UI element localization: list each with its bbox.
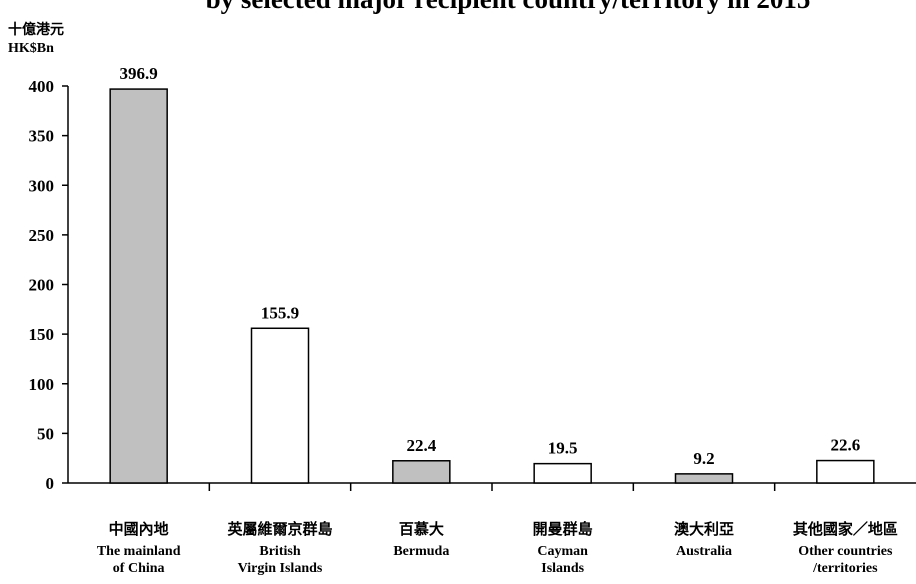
y-tick-label: 50 [37, 424, 54, 443]
y-tick-label: 250 [29, 226, 55, 245]
category-label-zh: 開曼群島 [533, 520, 593, 538]
data-label: 22.6 [830, 436, 860, 455]
y-tick-label: 350 [29, 127, 55, 146]
bars [109, 88, 875, 484]
bar [250, 327, 310, 484]
bar [674, 473, 734, 484]
chart-title: by selected major recipient country/terr… [206, 0, 811, 14]
bar [392, 460, 451, 484]
category-label-en: Bermuda [393, 544, 449, 559]
y-tick-label: 200 [29, 276, 55, 295]
category-label-zh: 百慕大 [399, 520, 444, 538]
category-label-en: Other countries [798, 544, 893, 559]
category-label-en: Islands [541, 561, 584, 576]
category-label-en: British [259, 544, 300, 559]
y-tick-label: 400 [29, 77, 55, 96]
y-tick-label: 300 [29, 176, 55, 195]
category-label-en: Australia [676, 544, 732, 559]
category-label-zh: 英屬維爾京群島 [227, 520, 332, 538]
data-label: 22.4 [406, 436, 436, 455]
category-label-en: Cayman [537, 544, 588, 559]
category-label-zh: 其他國家／地區 [793, 520, 898, 538]
category-label-en: The mainland [97, 544, 181, 559]
data-label: 396.9 [120, 64, 158, 83]
category-label-zh: 澳大利亞 [674, 520, 734, 538]
category-label-en: of China [113, 561, 165, 576]
category-label-en: /territories [812, 561, 878, 576]
bar [109, 88, 168, 484]
category-labels: 中國內地 The mainland of China 英屬維爾京群島 British Vi… [97, 520, 898, 576]
y-tick-label: 100 [29, 375, 55, 394]
data-label: 9.2 [693, 449, 714, 468]
category-label-zh: 中國內地 [109, 520, 169, 538]
y-tick-label: 0 [46, 474, 55, 493]
y-axis-ticks: 0 50 100 150 200 250 300 350 400 [29, 77, 776, 493]
unit-label-en: HK$Bn [8, 41, 54, 56]
bar [533, 462, 592, 484]
data-labels: 396.9 155.9 22.4 19.5 9.2 22.6 [120, 64, 861, 468]
category-label-en: Virgin Islands [238, 561, 323, 576]
y-tick-label: 150 [29, 325, 55, 344]
bar [816, 459, 875, 484]
data-label: 19.5 [548, 439, 578, 458]
unit-label-zh: 十億港元 [8, 21, 64, 38]
data-label: 155.9 [261, 303, 299, 322]
